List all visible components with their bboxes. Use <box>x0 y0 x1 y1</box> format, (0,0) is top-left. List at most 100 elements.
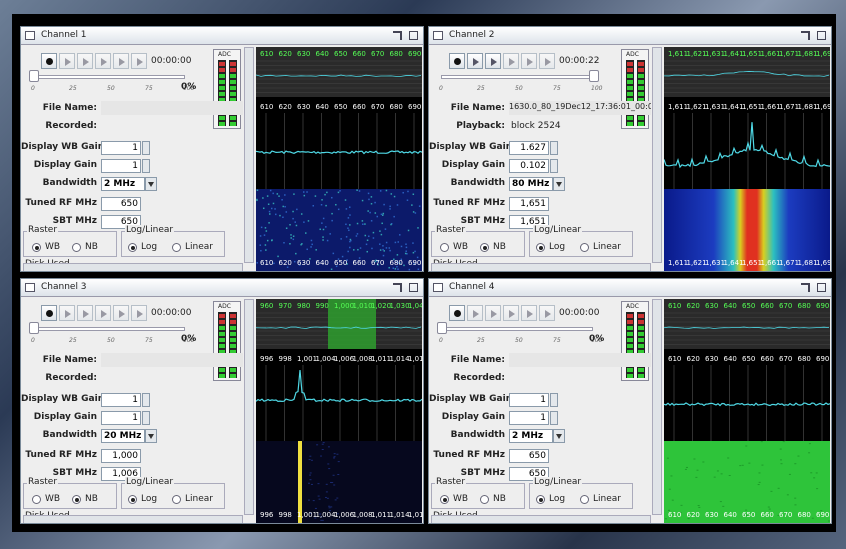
slider-thumb[interactable] <box>437 322 447 334</box>
radio-button[interactable] <box>72 495 81 504</box>
tuned-rf-field[interactable]: 650 <box>101 197 141 211</box>
waterfall-speckle <box>811 517 814 519</box>
overview-scale-label: 1,020 <box>371 302 391 310</box>
radio-button[interactable] <box>440 243 449 252</box>
combo-arrow[interactable] <box>553 177 565 191</box>
spinner[interactable] <box>550 141 558 155</box>
display-gain-field[interactable]: 0.102 <box>509 159 549 173</box>
display-gain-field[interactable]: 1 <box>101 159 141 173</box>
maximize-button[interactable] <box>409 283 418 292</box>
slider-thumb[interactable] <box>589 70 599 82</box>
transport-button[interactable] <box>521 53 537 69</box>
maximize-button[interactable] <box>817 31 826 40</box>
radio-button[interactable] <box>580 495 589 504</box>
transport-button[interactable] <box>59 305 75 321</box>
adc-segment <box>627 116 633 120</box>
transport-button[interactable] <box>467 53 483 69</box>
transport-button[interactable] <box>485 305 501 321</box>
transport-button[interactable] <box>503 53 519 69</box>
title-bar: Channel 2 <box>429 27 831 45</box>
waterfall-speckle <box>321 449 324 451</box>
bandwidth-combo[interactable]: 80 MHz <box>509 177 553 191</box>
spinner[interactable] <box>550 411 558 425</box>
transport-button[interactable] <box>41 305 57 321</box>
tuned-rf-field[interactable]: 650 <box>509 449 549 463</box>
waterfall-speckle <box>666 457 669 459</box>
waterfall-speckle <box>267 203 270 205</box>
waterfall-speckle <box>341 255 344 258</box>
restore-button[interactable] <box>801 283 810 292</box>
transport-button[interactable] <box>113 53 129 69</box>
waterfall-speckle <box>349 224 351 226</box>
combo-arrow[interactable] <box>145 177 157 191</box>
radio-button[interactable] <box>480 495 489 504</box>
radio-button[interactable] <box>128 243 137 252</box>
tuned-rf-field[interactable]: 1,000 <box>101 449 141 463</box>
transport-button[interactable] <box>539 305 555 321</box>
transport-button[interactable] <box>449 53 465 69</box>
transport-button[interactable] <box>131 305 147 321</box>
radio-button[interactable] <box>32 495 41 504</box>
bandwidth-combo[interactable]: 2 MHz <box>509 429 553 443</box>
transport-button[interactable] <box>95 53 111 69</box>
spinner[interactable] <box>142 141 150 155</box>
restore-button[interactable] <box>393 31 402 40</box>
display-wb-gain-field[interactable]: 1 <box>101 141 141 155</box>
spinner[interactable] <box>550 159 558 173</box>
tuned-rf-field[interactable]: 1,651 <box>509 197 549 211</box>
waterfall-scale-label: 1,611 <box>668 259 688 267</box>
slider-thumb[interactable] <box>29 322 39 334</box>
radio-button[interactable] <box>536 495 545 504</box>
transport-button[interactable] <box>485 53 501 69</box>
waterfall-speckle <box>370 203 373 205</box>
display-wb-gain-field[interactable]: 1 <box>101 393 141 407</box>
transport-button[interactable] <box>113 305 129 321</box>
display-wb-gain-field[interactable]: 1.627 <box>509 141 549 155</box>
slider-thumb[interactable] <box>29 70 39 82</box>
spinner[interactable] <box>142 393 150 407</box>
transport-button[interactable] <box>467 305 483 321</box>
restore-button[interactable] <box>393 283 402 292</box>
radio-button[interactable] <box>128 495 137 504</box>
spinner[interactable] <box>142 159 150 173</box>
spinner[interactable] <box>550 393 558 407</box>
adc-segment <box>627 314 633 318</box>
transport-button[interactable] <box>503 305 519 321</box>
waterfall-speckle <box>371 247 373 250</box>
bandwidth-combo[interactable]: 20 MHz <box>101 429 145 443</box>
scale-label: 610 <box>668 355 681 363</box>
transport-button[interactable] <box>539 53 555 69</box>
transport-button[interactable] <box>77 305 93 321</box>
transport-button[interactable] <box>41 53 57 69</box>
waterfall-speckle <box>417 268 420 271</box>
radio-button[interactable] <box>536 243 545 252</box>
maximize-button[interactable] <box>817 283 826 292</box>
radio-button[interactable] <box>580 243 589 252</box>
transport-button[interactable] <box>59 53 75 69</box>
transport-button[interactable] <box>95 305 111 321</box>
waterfall-speckle <box>745 514 748 516</box>
bandwidth-combo[interactable]: 2 MHz <box>101 177 145 191</box>
combo-arrow[interactable] <box>553 429 565 443</box>
maximize-button[interactable] <box>409 31 418 40</box>
waterfall-speckle <box>273 262 275 265</box>
display-gain-field[interactable]: 1 <box>509 411 549 425</box>
transport-button[interactable] <box>449 305 465 321</box>
radio-button[interactable] <box>440 495 449 504</box>
display-wb-gain-field[interactable]: 1 <box>509 393 549 407</box>
waterfall-speckle <box>300 213 303 215</box>
radio-button[interactable] <box>172 243 181 252</box>
transport-button[interactable] <box>131 53 147 69</box>
spinner[interactable] <box>142 411 150 425</box>
transport-button[interactable] <box>77 53 93 69</box>
display-gain-field[interactable]: 1 <box>101 411 141 425</box>
combo-arrow[interactable] <box>145 429 157 443</box>
radio-button[interactable] <box>172 495 181 504</box>
radio-button[interactable] <box>72 243 81 252</box>
radio-button[interactable] <box>32 243 41 252</box>
window-icon <box>25 31 35 40</box>
restore-button[interactable] <box>801 31 810 40</box>
waterfall-speckle <box>393 215 395 218</box>
radio-button[interactable] <box>480 243 489 252</box>
transport-button[interactable] <box>521 305 537 321</box>
